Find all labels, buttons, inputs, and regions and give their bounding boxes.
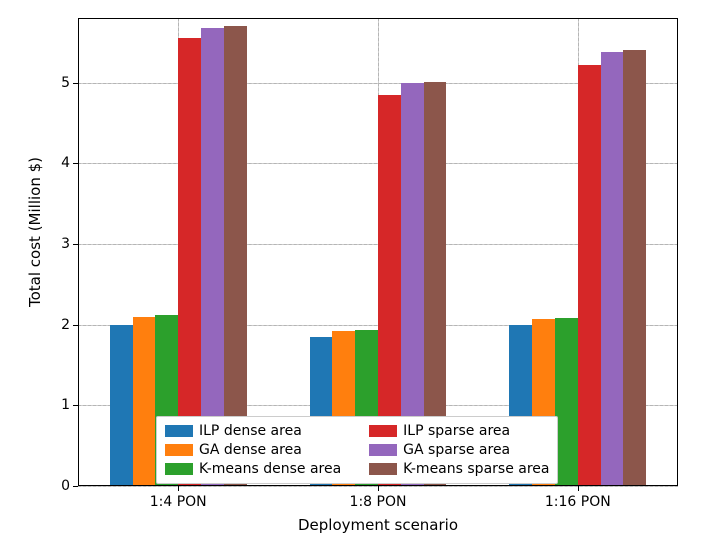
bar-ilp-sparse-area [578,65,601,486]
y-tick-mark [73,325,78,326]
y-axis-label: Total cost (Million $) [26,132,44,332]
y-tick-label: 1 [50,397,70,413]
bar-ga-dense-area [133,317,156,486]
cost-bar-chart: Total cost (Million $) Deployment scenar… [0,0,702,547]
legend-swatch [369,425,397,437]
x-tick-mark [578,486,579,491]
legend: ILP dense area ILP sparse area GA dense ar… [156,416,558,484]
x-tick-mark [178,486,179,491]
legend-swatch [165,425,193,437]
x-tick-label: 1:16 PON [545,494,611,510]
legend-label: GA sparse area [403,442,510,458]
y-tick-label: 5 [50,75,70,91]
legend-item: K-means dense area [165,461,341,477]
y-tick-label: 4 [50,155,70,171]
y-tick-mark [73,83,78,84]
x-tick-label: 1:4 PON [150,494,207,510]
y-tick-mark [73,405,78,406]
legend-label: K-means sparse area [403,461,549,477]
legend-label: GA dense area [199,442,302,458]
legend-item: ILP dense area [165,423,341,439]
legend-label: K-means dense area [199,461,341,477]
legend-label: ILP dense area [199,423,302,439]
bar-ilp-dense-area [110,325,133,486]
legend-swatch [165,463,193,475]
legend-label: ILP sparse area [403,423,510,439]
bar-k-means-sparse-area [623,50,646,486]
bar-k-means-dense-area [555,318,578,486]
legend-swatch [369,444,397,456]
legend-item: GA dense area [165,442,341,458]
y-tick-label: 3 [50,236,70,252]
legend-swatch [369,463,397,475]
x-tick-mark [378,486,379,491]
legend-swatch [165,444,193,456]
bar-ga-sparse-area [601,52,624,486]
y-tick-label: 0 [50,478,70,494]
x-axis-label: Deployment scenario [278,516,478,534]
x-tick-label: 1:8 PON [350,494,407,510]
y-tick-mark [73,486,78,487]
legend-item: ILP sparse area [369,423,549,439]
y-tick-mark [73,244,78,245]
y-tick-mark [73,163,78,164]
y-tick-label: 2 [50,317,70,333]
legend-item: GA sparse area [369,442,549,458]
legend-item: K-means sparse area [369,461,549,477]
